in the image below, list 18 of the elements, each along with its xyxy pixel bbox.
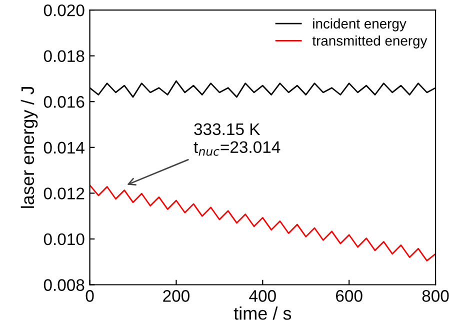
y-tick-label: 0.014 [44, 142, 84, 154]
y-tick-label: 0.012 [44, 188, 84, 200]
x-axis-title: time / s [234, 306, 292, 320]
y-tick-label: 0.008 [44, 279, 84, 291]
y-tick-label: 0.010 [44, 233, 84, 246]
x-tick-label: 0 [86, 290, 94, 302]
legend-label: incident energy [313, 18, 406, 32]
x-tick-label: 800 [422, 290, 449, 302]
y-tick-label: 0.016 [44, 96, 84, 108]
line-series [90, 184, 436, 262]
annotation: 333.15 K t$_{nuc}$=23.014 [194, 123, 280, 156]
y-tick-label: 0.020 [44, 4, 84, 16]
x-tick-label: 200 [163, 290, 190, 302]
y-axis-title: laser energy / J [20, 87, 38, 208]
y-tick-label: 0.018 [44, 50, 84, 62]
x-tick-label: 400 [249, 290, 276, 302]
legend-label: transmitted energy [312, 35, 428, 48]
x-tick-label: 600 [336, 290, 362, 302]
